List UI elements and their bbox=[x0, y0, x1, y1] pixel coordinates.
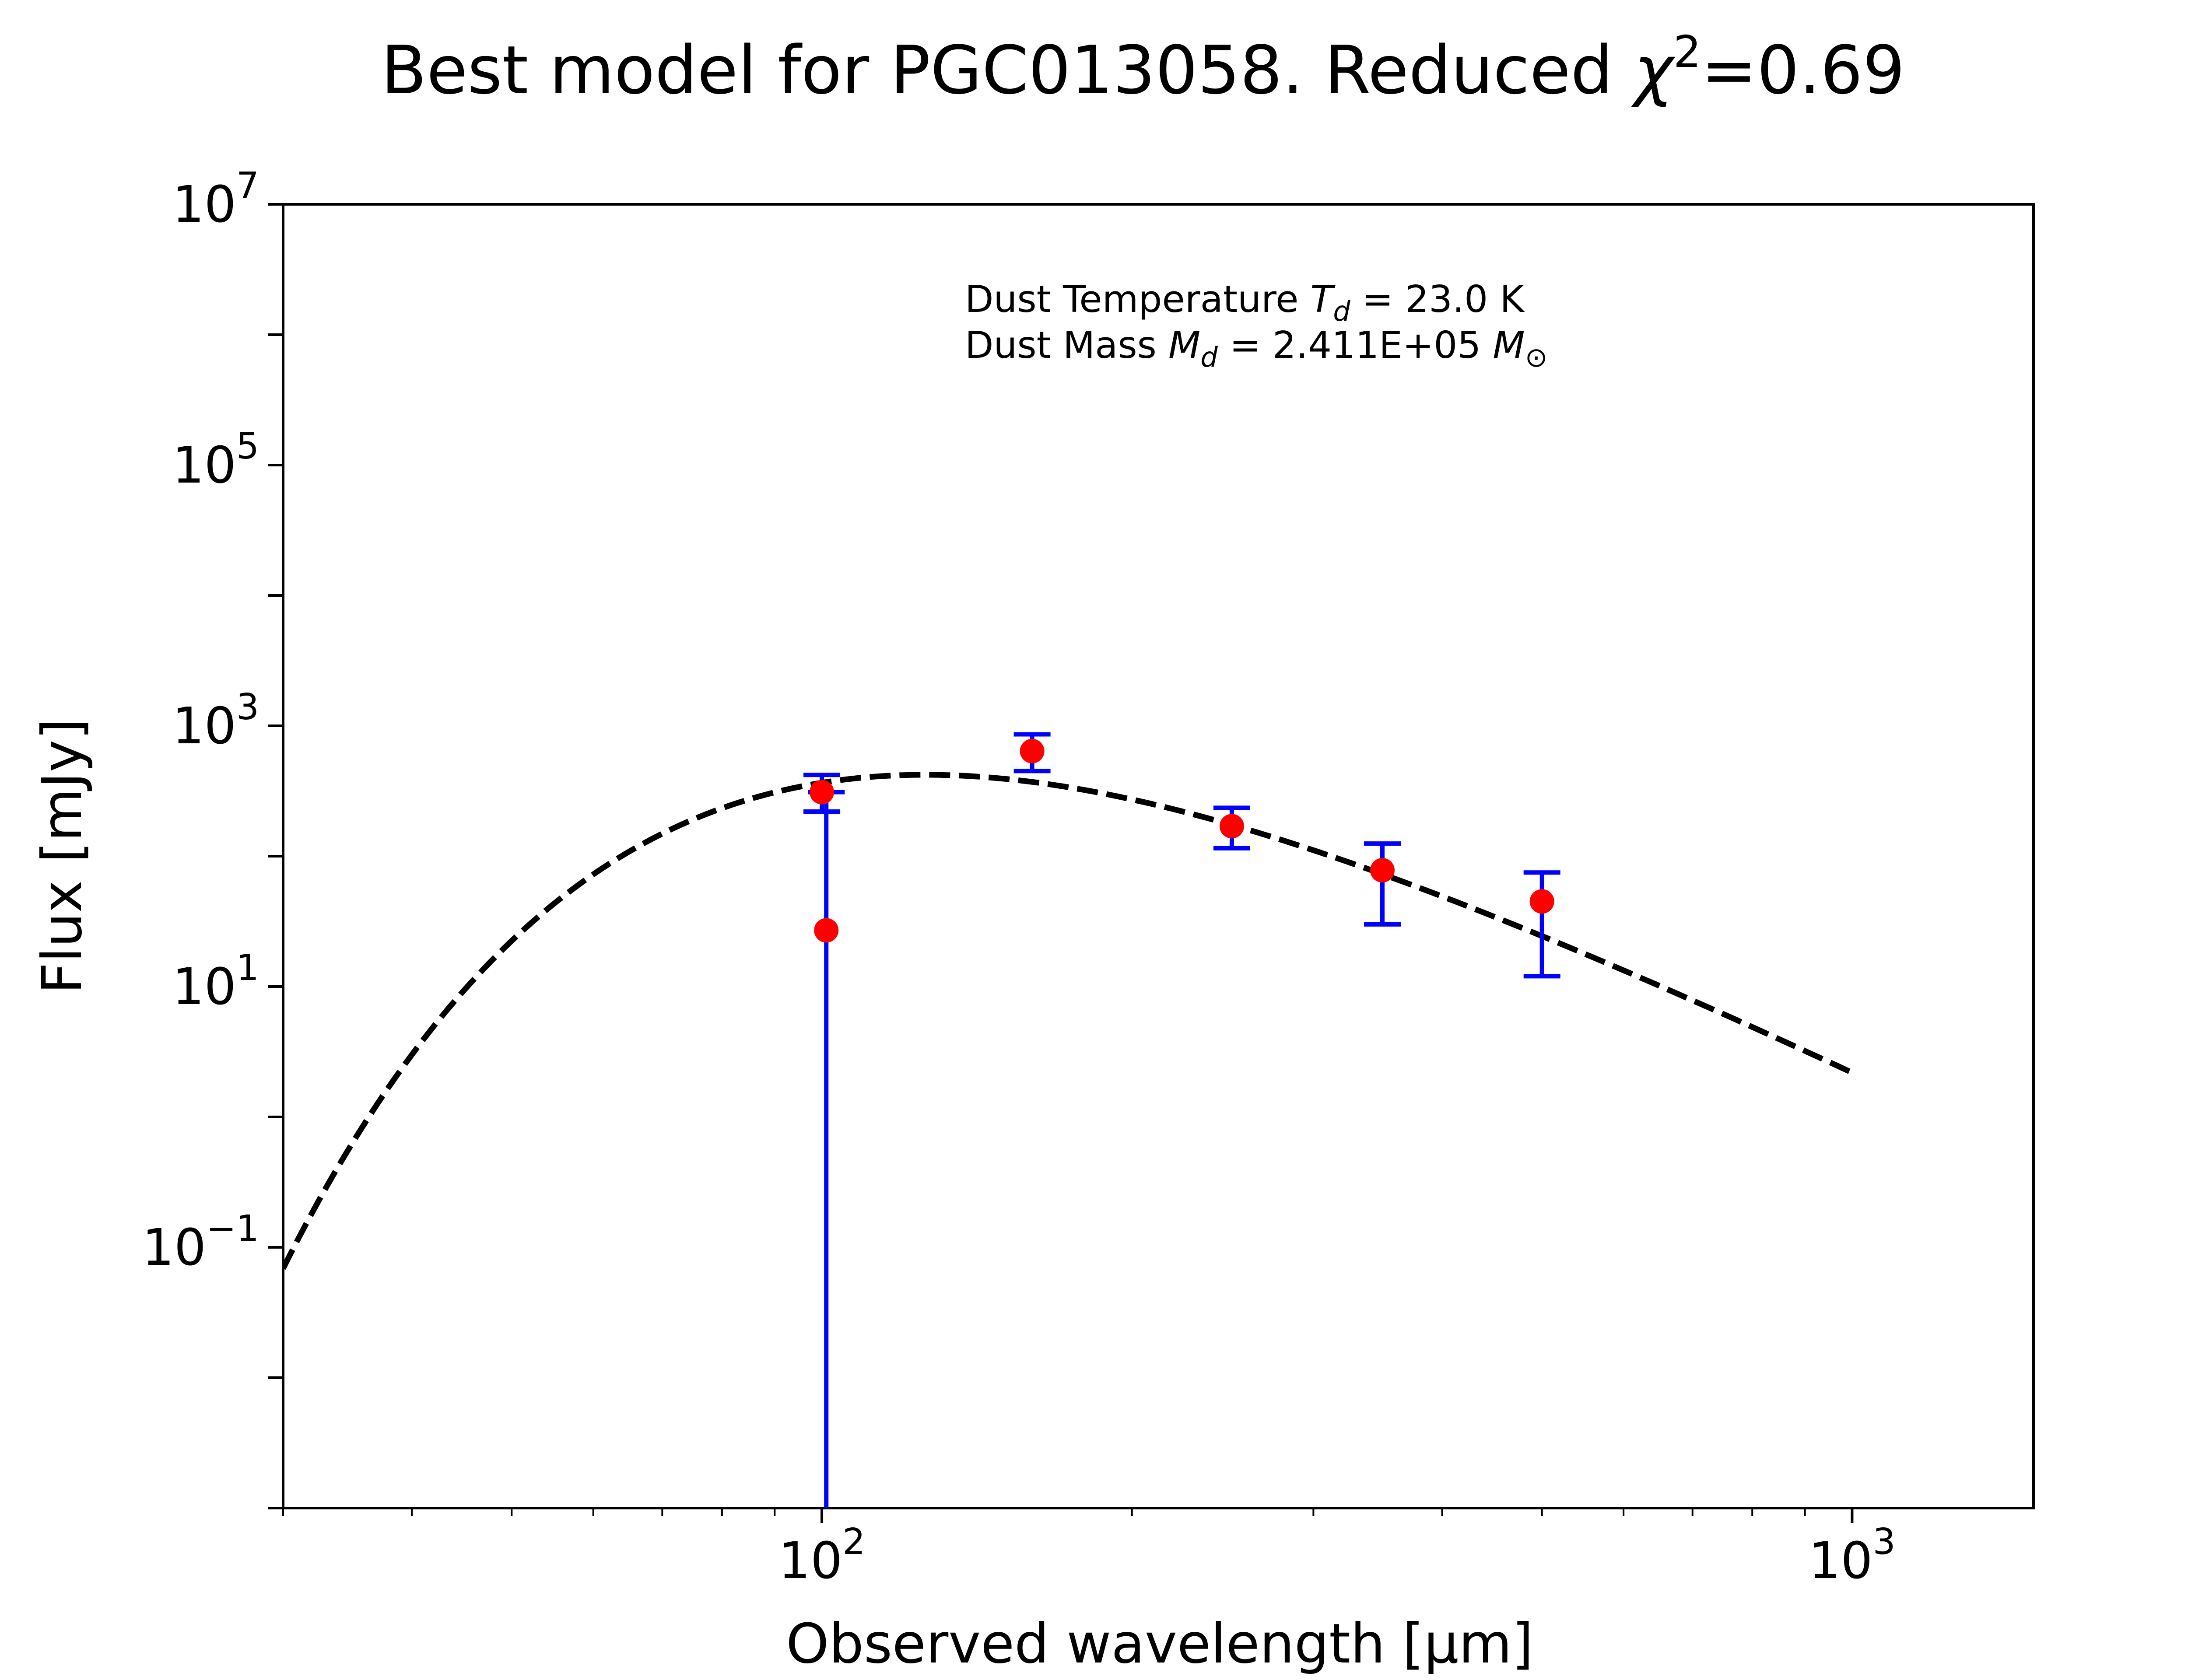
chart-title-value: =0.69 bbox=[1701, 32, 1905, 109]
y-tick-label: 10−1 bbox=[142, 1208, 259, 1277]
annotation-temperature: Dust Temperature Td = 23.0 K bbox=[965, 278, 1525, 327]
data-point bbox=[1219, 814, 1244, 839]
x-axis-label: Observed wavelength [μm] bbox=[786, 1612, 1533, 1676]
tick-layer: 102 103 10−1 101 103 105 107 bbox=[142, 165, 1896, 1590]
plot-area bbox=[282, 203, 2035, 1509]
y-tick-label: 101 bbox=[172, 947, 259, 1016]
data-point bbox=[810, 780, 835, 805]
chart-title-main: Best model for PGC013058. Reduced bbox=[381, 32, 1634, 109]
data-point bbox=[814, 918, 839, 943]
chart-title-sup: 2 bbox=[1673, 26, 1701, 77]
point-layer bbox=[810, 738, 1554, 943]
model-curve bbox=[283, 772, 1854, 1270]
y-tick-label: 107 bbox=[172, 165, 259, 234]
data-point bbox=[1020, 738, 1045, 763]
y-tick-label: 105 bbox=[172, 426, 259, 495]
errorbar-layer bbox=[803, 732, 1560, 1508]
data-point bbox=[1529, 889, 1554, 914]
y-tick-label: 103 bbox=[172, 686, 259, 756]
chart-title: Best model for PGC013058. Reduced χ2=0.6… bbox=[381, 26, 1905, 109]
y-axis-label: Flux [mJy] bbox=[31, 718, 94, 994]
x-tick-label: 102 bbox=[778, 1521, 866, 1590]
data-point bbox=[1370, 858, 1395, 883]
model-layer bbox=[283, 772, 1854, 1270]
chart-title-chi: χ bbox=[1631, 32, 1676, 109]
annotation-mass: Dust Mass Md = 2.411E+05 M⊙ bbox=[965, 324, 1548, 373]
x-tick-label: 103 bbox=[1809, 1521, 1896, 1590]
